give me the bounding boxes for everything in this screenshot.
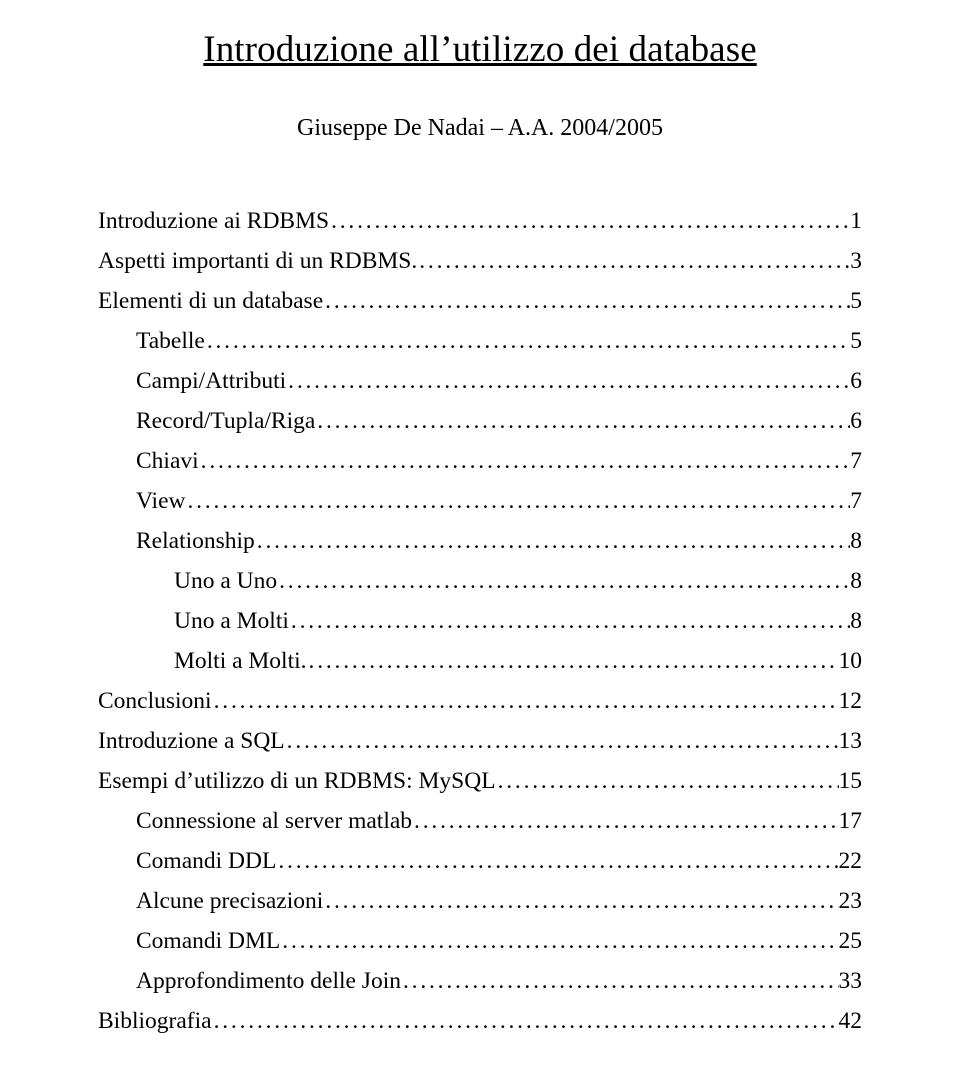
toc-leader-dots: [276, 850, 838, 874]
toc-entry: Molti a Molti. 10: [98, 650, 862, 674]
toc-entry-page: 1: [850, 210, 862, 234]
toc-entry-page: 10: [839, 650, 863, 674]
toc-entry-page: 7: [850, 490, 862, 514]
toc-entry-label: Comandi DML: [136, 930, 280, 954]
toc-entry-page: 25: [839, 930, 863, 954]
toc-entry-label: Uno a Molti: [174, 610, 289, 634]
toc-leader-dots: [277, 570, 850, 594]
toc-entry-page: 13: [839, 730, 863, 754]
toc-entry: Esempi d’utilizzo di un RDBMS: MySQL 15: [98, 770, 862, 794]
toc-entry: Introduzione a SQL 13: [98, 730, 862, 754]
toc-entry-page: 23: [839, 890, 863, 914]
toc-leader-dots: [401, 970, 839, 994]
toc-leader-dots: [323, 290, 850, 314]
toc-entry-label: View: [136, 490, 186, 514]
toc-entry: Conclusioni 12: [98, 690, 862, 714]
toc-leader-dots: [417, 250, 850, 274]
toc-entry-label: Introduzione a SQL: [98, 730, 285, 754]
toc-entry-label: Uno a Uno: [174, 570, 277, 594]
toc-entry-label: Bibliografia: [98, 1010, 212, 1034]
toc-leader-dots: [205, 330, 850, 354]
toc-entry-page: 8: [850, 610, 862, 634]
toc-entry-label: Connessione al server matlab: [136, 810, 412, 834]
toc-leader-dots: [315, 410, 850, 434]
toc-leader-dots: [307, 650, 839, 674]
toc-leader-dots: [286, 370, 850, 394]
toc-entry-page: 7: [850, 450, 862, 474]
toc-entry-label: Conclusioni: [98, 690, 212, 714]
toc-entry-label: Comandi DDL: [136, 850, 276, 874]
toc-entry: Introduzione ai RDBMS 1: [98, 210, 862, 234]
toc-entry-page: 8: [850, 570, 862, 594]
document-author: Giuseppe De Nadai – A.A. 2004/2005: [98, 115, 862, 142]
toc-leader-dots: [255, 530, 850, 554]
table-of-contents: Introduzione ai RDBMS 1 Aspetti importanti…: [98, 210, 862, 1034]
document-title: Introduzione all’utilizzo dei database: [98, 28, 862, 71]
toc-entry-label: Introduzione ai RDBMS: [98, 210, 329, 234]
toc-leader-dots: [212, 1010, 839, 1034]
toc-entry-label: Campi/Attributi: [136, 370, 286, 394]
toc-entry: Uno a Uno 8: [98, 570, 862, 594]
toc-leader-dots: [496, 770, 839, 794]
toc-entry-page: 8: [850, 530, 862, 554]
toc-leader-dots: [186, 490, 851, 514]
toc-entry-label: Alcune precisazioni: [136, 890, 323, 914]
toc-entry: Bibliografia 42: [98, 1010, 862, 1034]
toc-entry: Relationship 8: [98, 530, 862, 554]
toc-entry-page: 6: [850, 370, 862, 394]
toc-entry-page: 5: [850, 290, 862, 314]
toc-entry: Connessione al server matlab 17: [98, 810, 862, 834]
toc-leader-dots: [212, 690, 839, 714]
toc-leader-dots: [289, 610, 850, 634]
toc-entry-label: Relationship: [136, 530, 255, 554]
toc-entry-page: 5: [850, 330, 862, 354]
toc-entry-page: 22: [839, 850, 863, 874]
toc-leader-dots: [285, 730, 839, 754]
toc-leader-dots: [323, 890, 838, 914]
toc-entry: Tabelle 5: [98, 330, 862, 354]
toc-entry-page: 42: [839, 1010, 863, 1034]
toc-entry: Alcune precisazioni 23: [98, 890, 862, 914]
toc-entry: Campi/Attributi 6: [98, 370, 862, 394]
toc-entry-page: 12: [839, 690, 863, 714]
toc-entry-label: Approfondimento delle Join: [136, 970, 401, 994]
toc-entry: Comandi DML 25: [98, 930, 862, 954]
toc-entry: Approfondimento delle Join 33: [98, 970, 862, 994]
document-page: Introduzione all’utilizzo dei database G…: [0, 0, 960, 1086]
toc-entry-page: 6: [850, 410, 862, 434]
toc-entry-page: 3: [850, 250, 862, 274]
toc-entry: Aspetti importanti di un RDBMS. 3: [98, 250, 862, 274]
toc-leader-dots: [329, 210, 850, 234]
toc-leader-dots: [280, 930, 838, 954]
toc-entry-label: Aspetti importanti di un RDBMS.: [98, 250, 417, 274]
toc-entry-page: 15: [839, 770, 863, 794]
toc-entry: View 7: [98, 490, 862, 514]
toc-entry: Comandi DDL 22: [98, 850, 862, 874]
toc-entry-label: Molti a Molti.: [174, 650, 307, 674]
toc-entry-label: Chiavi: [136, 450, 199, 474]
toc-entry-page: 17: [839, 810, 863, 834]
toc-entry-label: Tabelle: [136, 330, 205, 354]
toc-entry: Record/Tupla/Riga 6: [98, 410, 862, 434]
toc-leader-dots: [199, 450, 851, 474]
toc-leader-dots: [412, 810, 838, 834]
toc-entry: Chiavi 7: [98, 450, 862, 474]
toc-entry: Uno a Molti 8: [98, 610, 862, 634]
toc-entry-label: Record/Tupla/Riga: [136, 410, 315, 434]
toc-entry-page: 33: [839, 970, 863, 994]
toc-entry-label: Esempi d’utilizzo di un RDBMS: MySQL: [98, 770, 496, 794]
toc-entry-label: Elementi di un database: [98, 290, 323, 314]
toc-entry: Elementi di un database 5: [98, 290, 862, 314]
